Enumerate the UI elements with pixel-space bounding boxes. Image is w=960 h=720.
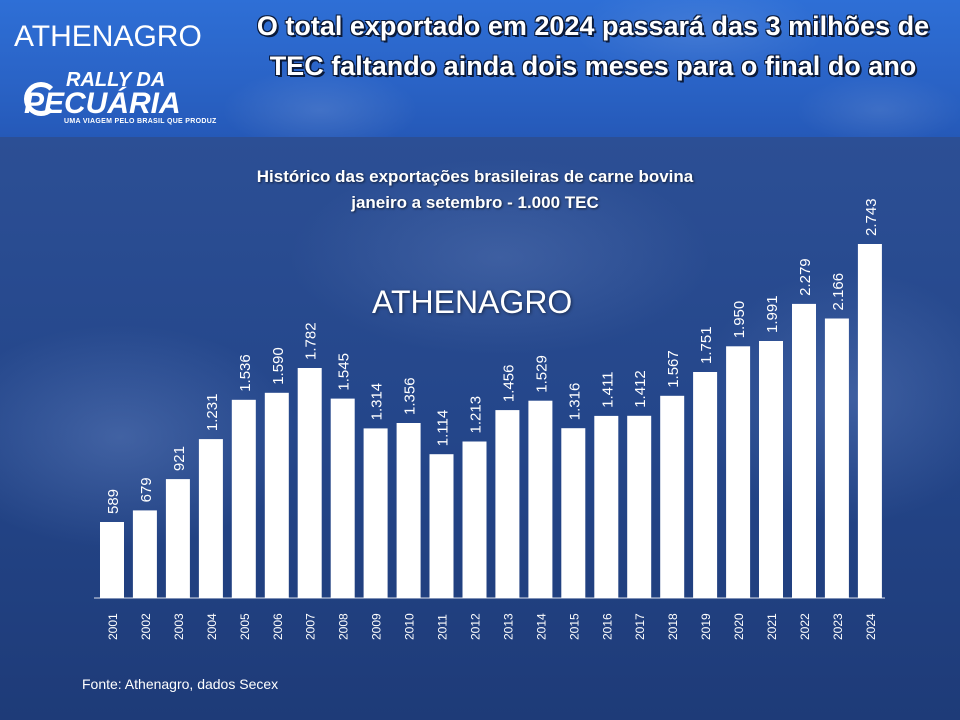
x-tick-2009: 2009 bbox=[370, 613, 384, 640]
bar-2007 bbox=[298, 368, 322, 598]
x-tick-2022: 2022 bbox=[798, 613, 812, 640]
bar-2011 bbox=[430, 454, 454, 598]
data-label-2016: 1.411 bbox=[599, 371, 616, 407]
data-label-2001: 589 bbox=[105, 489, 122, 514]
data-label-2013: 1.456 bbox=[500, 365, 517, 403]
x-tick-2004: 2004 bbox=[205, 613, 219, 640]
x-tick-2006: 2006 bbox=[271, 613, 285, 640]
x-tick-2021: 2021 bbox=[765, 613, 779, 640]
data-label-2009: 1.314 bbox=[369, 383, 386, 421]
x-tick-2011: 2011 bbox=[436, 614, 450, 640]
x-tick-2008: 2008 bbox=[337, 613, 351, 640]
bar-2018 bbox=[660, 396, 684, 598]
data-label-2020: 1.950 bbox=[731, 301, 748, 339]
bar-2024 bbox=[858, 244, 882, 598]
data-label-2019: 1.751 bbox=[698, 326, 715, 364]
x-tick-2018: 2018 bbox=[666, 613, 680, 640]
data-label-2023: 2.166 bbox=[830, 273, 847, 311]
bar-2012 bbox=[463, 442, 487, 599]
x-tick-group: 2001 2002 2003 2004 2005 2006 2007 2008 2009 2010… bbox=[106, 613, 878, 640]
source-note: Fonte: Athenagro, dados Secex bbox=[82, 676, 278, 692]
bar-2015 bbox=[561, 428, 585, 598]
x-tick-2016: 2016 bbox=[600, 613, 614, 640]
x-tick-2002: 2002 bbox=[139, 613, 153, 640]
data-label-2003: 921 bbox=[171, 446, 188, 471]
data-label-2010: 1.356 bbox=[402, 377, 419, 415]
x-tick-2014: 2014 bbox=[534, 613, 548, 640]
data-label-2022: 2.279 bbox=[797, 258, 814, 296]
bar-2021 bbox=[759, 341, 783, 598]
x-tick-2023: 2023 bbox=[831, 613, 845, 640]
x-tick-2003: 2003 bbox=[172, 613, 186, 640]
data-label-2024: 2.743 bbox=[863, 198, 880, 236]
bar-2017 bbox=[627, 416, 651, 598]
x-tick-2005: 2005 bbox=[238, 613, 252, 640]
data-label-2015: 1.316 bbox=[566, 383, 583, 421]
data-label-2011: 1.114 bbox=[435, 410, 452, 446]
data-label-2017: 1.412 bbox=[632, 370, 649, 408]
bar-group: 589 679 921 1.231 1.536 1.590 1.782 1.545 1.314 1… bbox=[100, 198, 882, 598]
x-tick-2007: 2007 bbox=[304, 613, 318, 640]
x-tick-2020: 2020 bbox=[732, 613, 746, 640]
data-label-2005: 1.536 bbox=[237, 354, 254, 392]
x-tick-2017: 2017 bbox=[633, 613, 647, 640]
data-label-2007: 1.782 bbox=[303, 322, 320, 360]
bar-2006 bbox=[265, 393, 289, 598]
bar-2001 bbox=[100, 522, 124, 598]
bar-2003 bbox=[166, 479, 190, 598]
data-label-2008: 1.545 bbox=[336, 353, 353, 391]
x-tick-2024: 2024 bbox=[864, 613, 878, 640]
bar-2005 bbox=[232, 400, 256, 598]
bar-2022 bbox=[792, 304, 816, 598]
bar-2008 bbox=[331, 399, 355, 598]
x-tick-2013: 2013 bbox=[501, 613, 515, 640]
data-label-2021: 1.991 bbox=[764, 295, 781, 333]
data-label-2014: 1.529 bbox=[533, 355, 550, 393]
x-tick-2012: 2012 bbox=[469, 613, 483, 640]
data-label-2006: 1.590 bbox=[270, 347, 287, 385]
data-label-2018: 1.567 bbox=[665, 350, 682, 388]
bar-2016 bbox=[594, 416, 618, 598]
x-tick-2019: 2019 bbox=[699, 613, 713, 640]
bar-2009 bbox=[364, 428, 388, 598]
bar-2023 bbox=[825, 319, 849, 599]
bar-2004 bbox=[199, 439, 223, 598]
bar-2014 bbox=[528, 401, 552, 598]
data-label-2002: 679 bbox=[138, 477, 155, 502]
bar-2010 bbox=[397, 423, 421, 598]
bar-2020 bbox=[726, 346, 750, 598]
bar-2013 bbox=[495, 410, 519, 598]
data-label-2004: 1.231 bbox=[204, 394, 221, 432]
x-tick-2001: 2001 bbox=[106, 613, 120, 640]
bar-2002 bbox=[133, 510, 157, 598]
x-tick-2015: 2015 bbox=[567, 613, 581, 640]
data-label-2012: 1.213 bbox=[468, 396, 485, 434]
bar-2019 bbox=[693, 372, 717, 598]
x-tick-2010: 2010 bbox=[403, 613, 417, 640]
